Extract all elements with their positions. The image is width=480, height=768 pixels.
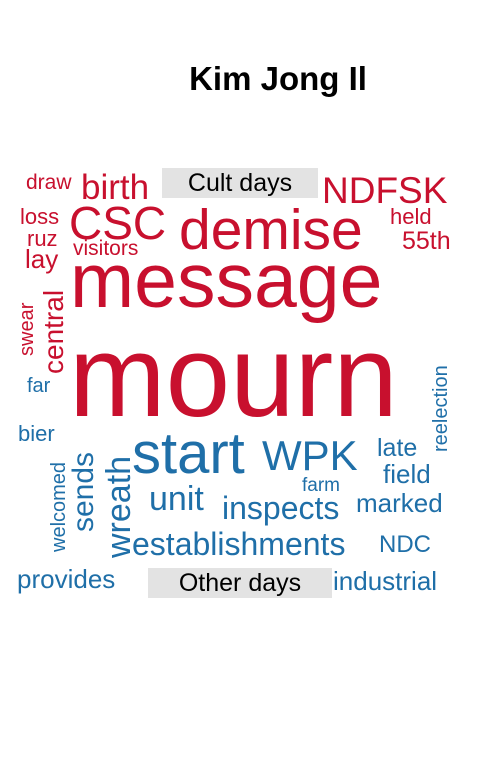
other-days-label: Other days [148, 568, 332, 598]
word-establishments: establishments [132, 526, 346, 562]
word-55th: 55th [402, 227, 451, 255]
word-ruz: ruz [27, 226, 58, 251]
word-provides: provides [17, 564, 116, 594]
word-mourn: mourn [69, 311, 398, 441]
word-sends: sends [67, 451, 100, 532]
word-far: far [27, 375, 51, 397]
word-birth: birth [81, 168, 150, 207]
word-held: held [390, 204, 432, 229]
cult-days-label: Cult days [162, 168, 318, 198]
word-lay: lay [25, 244, 59, 274]
word-industrial: industrial [333, 566, 438, 596]
word-visitors: visitors [73, 237, 139, 260]
word-ndc: NDC [379, 531, 431, 558]
word-farm: farm [302, 475, 340, 496]
word-field: field [383, 459, 431, 489]
word-demise: demise [179, 198, 363, 262]
word-csc: CSC [69, 197, 167, 249]
word-wpk: WPK [262, 432, 358, 479]
word-central: central [38, 289, 69, 374]
word-marked: marked [356, 488, 443, 518]
page-title: Kim Jong Il [189, 60, 367, 97]
word-reelection: reelection [430, 365, 452, 452]
word-unit: unit [149, 480, 204, 518]
word-wreath: wreath [100, 455, 138, 558]
word-late: late [377, 434, 418, 462]
word-inspects: inspects [222, 490, 340, 526]
word-loss: loss [20, 204, 60, 229]
word-start: start [132, 421, 245, 486]
word-bier: bier [18, 421, 55, 446]
word-swear: swear [16, 302, 38, 356]
word-ndfsk: NDFSK [322, 170, 448, 211]
word-welcomed: welcomed [48, 461, 70, 552]
word-draw: draw [26, 171, 72, 194]
word-message: message [70, 238, 383, 324]
